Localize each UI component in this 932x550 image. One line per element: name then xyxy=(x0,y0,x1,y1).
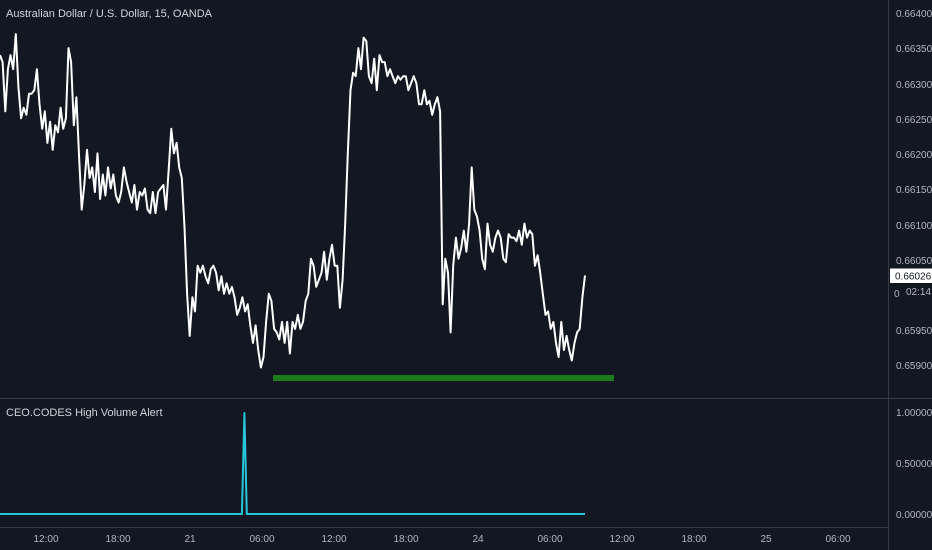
time-tick-label: 06:00 xyxy=(825,534,850,545)
time-tick-label: 12:00 xyxy=(33,534,58,545)
price-tick-label: 0.66150 xyxy=(896,185,932,196)
time-tick-label: 06:00 xyxy=(537,534,562,545)
indicator-tick-label: 0.00000 xyxy=(896,510,932,521)
time-axis[interactable]: 12:00 18:00 21 06:00 12:00 18:00 24 06:0… xyxy=(33,534,850,545)
time-tick-label: 18:00 xyxy=(681,534,706,545)
price-tick-label: 0.65900 xyxy=(896,361,932,372)
price-tick-label: 0.66100 xyxy=(896,221,932,232)
price-tick-label: 0.66350 xyxy=(896,44,932,55)
chart-title: Australian Dollar / U.S. Dollar, 15, OAN… xyxy=(6,8,213,20)
price-axis[interactable]: 0.66400 0.66350 0.66300 0.66250 0.66200 … xyxy=(896,9,932,372)
last-price-box xyxy=(890,268,932,284)
time-tick-label: 25 xyxy=(760,534,772,545)
price-tick-label: 0.66200 xyxy=(896,150,932,161)
time-tick-label: 12:00 xyxy=(321,534,346,545)
time-tick-label: 06:00 xyxy=(249,534,274,545)
price-tick-label: 0.66300 xyxy=(896,80,932,91)
volume-alert-series-line[interactable] xyxy=(0,412,585,515)
last-price-label: 0.66026 xyxy=(895,272,932,283)
countdown-label: 02:14 xyxy=(906,287,931,298)
indicator-title: CEO.CODES High Volume Alert xyxy=(6,407,163,419)
price-tick-label: 0.65950 xyxy=(896,326,932,337)
price-tick-label: 0.66050 xyxy=(896,256,932,267)
time-tick-label: 12:00 xyxy=(609,534,634,545)
time-tick-label: 18:00 xyxy=(105,534,130,545)
time-tick-label: 18:00 xyxy=(393,534,418,545)
price-series-line[interactable] xyxy=(0,33,586,369)
indicator-tick-label: 0.50000 xyxy=(896,459,932,470)
time-tick-label: 24 xyxy=(472,534,484,545)
last-price-marker: 0.66026 02:14 0 xyxy=(890,268,932,300)
price-tick-label: 0.66250 xyxy=(896,115,932,126)
indicator-axis[interactable]: 1.00000 0.50000 0.00000 xyxy=(896,408,932,521)
price-label-partial: 0 xyxy=(894,289,900,300)
indicator-tick-label: 1.00000 xyxy=(896,408,932,419)
countdown-box xyxy=(890,283,932,299)
price-tick-label: 0.66400 xyxy=(896,9,932,20)
support-level-line[interactable] xyxy=(273,375,614,381)
time-tick-label: 21 xyxy=(184,534,196,545)
